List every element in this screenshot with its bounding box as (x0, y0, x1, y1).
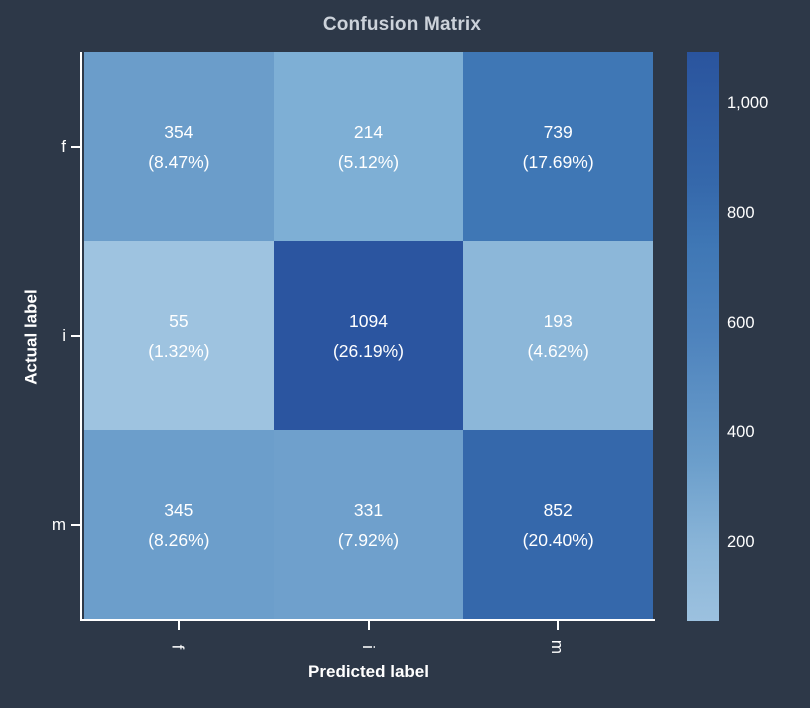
y-tick-label: i (62, 325, 66, 345)
cell-count: 55 (169, 310, 189, 331)
cell-percent: (26.19%) (332, 340, 404, 361)
cell-percent: (1.32%) (148, 340, 210, 361)
cell-count: 739 (543, 121, 573, 142)
cell-percent: (20.40%) (522, 529, 594, 550)
x-axis-label: Predicted label (308, 662, 429, 681)
x-tick-f: f (84, 621, 274, 656)
y-tick-mark (71, 145, 80, 148)
cell-percent: (4.62%) (527, 340, 589, 361)
y-tick-label: m (51, 514, 66, 534)
cell-percent: (7.92%) (337, 529, 400, 550)
x-tick-mark (367, 621, 370, 630)
cell-count: 331 (353, 499, 384, 520)
x-tick-m: m (463, 621, 653, 656)
cell-count: 852 (543, 499, 573, 520)
heatmap-cell-ff: 354 (8.47%) (84, 52, 274, 241)
cell-percent: (5.12%) (337, 151, 400, 172)
x-tick-mark (177, 621, 180, 630)
cell-percent: (8.26%) (148, 529, 210, 550)
colorbar-tick-label: 600 (727, 313, 755, 332)
heatmap-cell-fm: 739 (17.69%) (463, 52, 653, 241)
y-tick-mark (71, 334, 80, 337)
y-tick-label: f (61, 136, 66, 156)
cell-percent: (8.47%) (148, 151, 210, 172)
y-axis-spine (80, 52, 82, 621)
cell-count: 193 (543, 310, 573, 331)
x-axis-ticks: f i m (84, 621, 653, 656)
y-tick-f: f (0, 52, 80, 241)
x-tick-mark (557, 621, 560, 630)
cell-count: 345 (164, 499, 194, 520)
colorbar-tick-label: 400 (727, 423, 755, 442)
x-tick-label: i (358, 645, 378, 649)
heatmap-cell-fi: 214 (5.12%) (273, 52, 464, 241)
x-tick-label: f (168, 644, 188, 650)
colorbar-tick-label: 200 (727, 532, 755, 551)
heatmap-cell-mi: 331 (7.92%) (273, 430, 464, 619)
chart-title: Confusion Matrix (322, 14, 482, 35)
cell-count: 1094 (349, 310, 388, 331)
heatmap-cell-im: 193 (4.62%) (463, 241, 653, 430)
heatmap-cell-if: 55 (1.32%) (84, 241, 274, 430)
x-axis-spine (80, 619, 655, 621)
colorbar-tick-label: 1,000 (727, 94, 769, 113)
colorbar-tick-label: 800 (727, 204, 755, 222)
heatmap-cell-mm: 852 (20.40%) (463, 430, 653, 619)
cell-count: 354 (164, 121, 194, 142)
x-tick-label: m (548, 639, 568, 655)
y-tick-m: m (0, 430, 80, 619)
y-axis-ticks: f i m (0, 52, 80, 619)
y-tick-i: i (0, 241, 80, 430)
heatmap-cell-mf: 345 (8.26%) (84, 430, 274, 619)
heatmap-cell-ii: 1094 (26.19%) (273, 241, 464, 430)
colorbar (687, 52, 719, 621)
x-tick-i: i (274, 621, 464, 656)
cell-percent: (17.69%) (522, 151, 594, 172)
cell-count: 214 (353, 121, 384, 142)
y-tick-mark (71, 523, 80, 526)
heatmap-grid: 354 (8.47%) 214 (5.12%) 739 (17.69%) 55 … (84, 52, 653, 619)
